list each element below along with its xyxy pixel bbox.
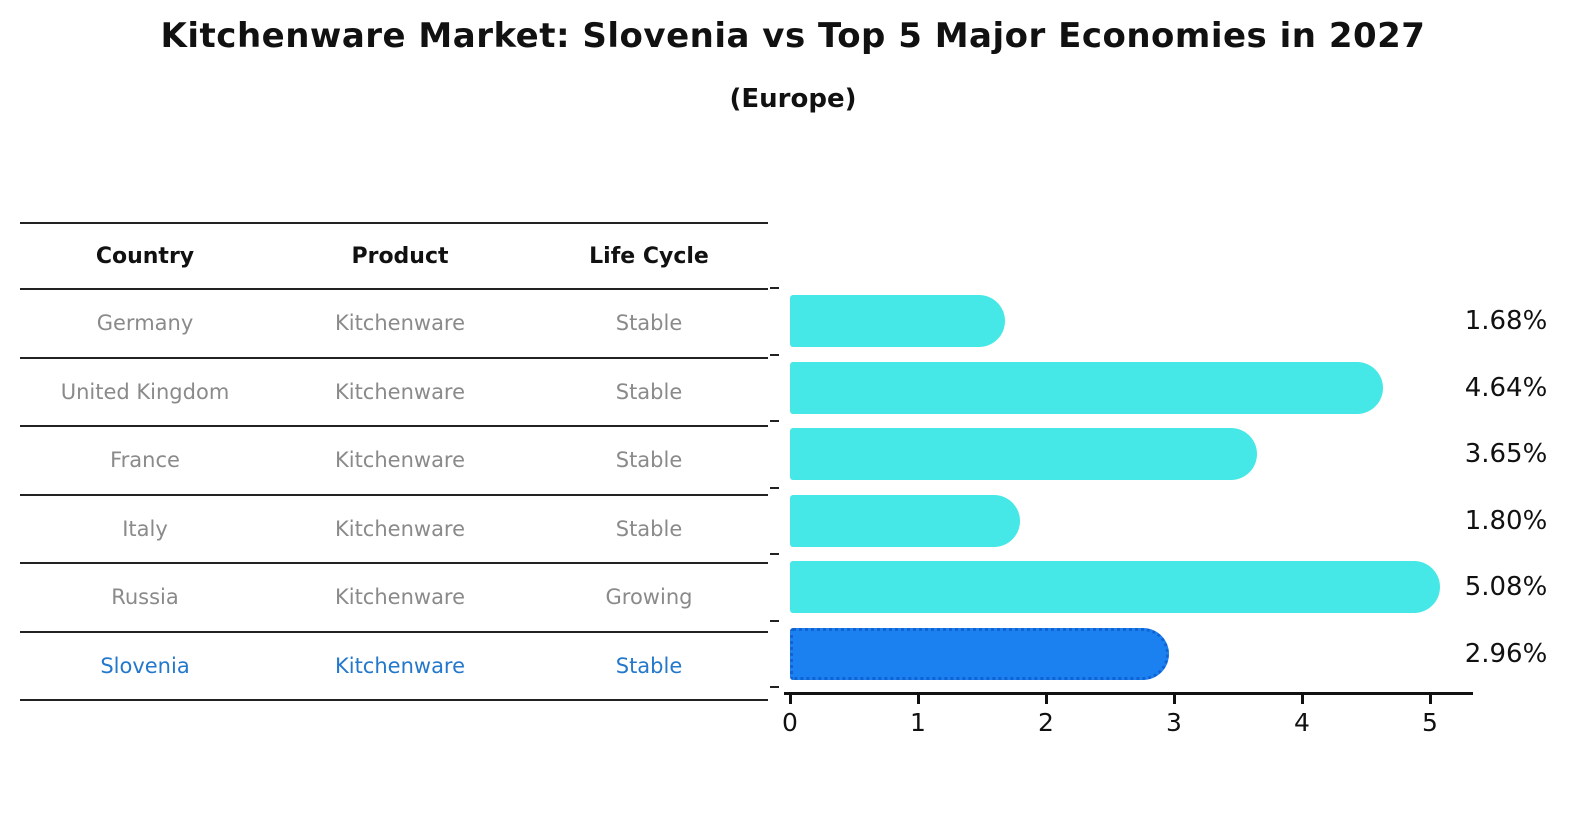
bar-row (790, 421, 1473, 488)
bar (790, 561, 1440, 614)
cell-product: Kitchenware (334, 516, 466, 541)
cell-product: Kitchenware (334, 311, 466, 336)
table-header-life-cycle: Life Cycle (589, 243, 709, 269)
x-axis-ticks: 0 1 2 3 4 5 (782, 695, 1473, 745)
bar-row (790, 621, 1473, 688)
cell-life-cycle: Stable (615, 516, 683, 541)
cell-life-cycle: Stable (615, 653, 683, 678)
cell-country: Italy (122, 516, 168, 541)
cell-country: United Kingdom (60, 379, 230, 404)
cell-product: Kitchenware (334, 653, 466, 678)
cell-life-cycle: Stable (615, 311, 683, 336)
cell-country: Russia (111, 585, 179, 610)
table-row: United Kingdom Kitchenware Stable (20, 359, 768, 427)
table-header-product: Product (351, 243, 449, 269)
tick-mark (1172, 695, 1176, 704)
table-row: Germany Kitchenware Stable (20, 290, 768, 359)
bar-row (790, 355, 1473, 422)
value-labels: 1.68% 4.64% 3.65% 1.80% 5.08% 2.96% (1450, 288, 1562, 687)
tick-label: 3 (1166, 708, 1182, 737)
bars-area (790, 288, 1473, 687)
table-header-row: Country Product Life Cycle (20, 222, 768, 290)
y-axis-tick-mark (770, 486, 779, 489)
bar (790, 494, 1021, 547)
table-row: Italy Kitchenware Stable (20, 496, 768, 564)
cell-life-cycle: Stable (615, 448, 683, 473)
tick-mark (1300, 695, 1304, 704)
y-axis-tick-mark (770, 553, 779, 555)
bar-value-label: 1.68% (1464, 306, 1548, 336)
tick-label: 0 (782, 708, 798, 737)
bar-row (790, 288, 1473, 355)
bar-value-label: 2.96% (1464, 638, 1548, 669)
bar-value-label: 3.65% (1464, 439, 1548, 469)
bar (790, 627, 1169, 680)
tick-mark (1428, 695, 1432, 704)
tick-mark (1044, 695, 1048, 704)
tick-label: 2 (1038, 708, 1054, 737)
bar (790, 361, 1384, 414)
bar (790, 295, 1005, 348)
y-axis-tick-mark (770, 686, 779, 688)
tick-mark (916, 695, 920, 704)
table-row: Russia Kitchenware Growing (20, 564, 768, 633)
table-row: France Kitchenware Stable (20, 427, 768, 496)
tick-label: 1 (910, 708, 926, 737)
chart-title: Kitchenware Market: Slovenia vs Top 5 Ma… (160, 16, 1426, 56)
y-axis-tick-mark (770, 353, 779, 356)
y-axis-ticks (770, 287, 779, 689)
cell-country: France (110, 448, 180, 473)
bar-value-label: 5.08% (1464, 572, 1548, 602)
bar-value-label: 1.80% (1464, 505, 1548, 536)
cell-life-cycle: Growing (605, 585, 693, 610)
tick-mark (788, 695, 792, 704)
bar-row (790, 488, 1473, 555)
table-row: Slovenia Kitchenware Stable (20, 633, 768, 701)
bar-value-label: 4.64% (1464, 372, 1548, 403)
data-table: Country Product Life Cycle Germany Kitch… (20, 222, 768, 701)
table-header-country: Country (95, 243, 195, 269)
cell-product: Kitchenware (334, 585, 466, 610)
cell-country: Slovenia (100, 653, 190, 678)
cell-product: Kitchenware (334, 448, 466, 473)
tick-label: 4 (1294, 708, 1310, 737)
cell-product: Kitchenware (334, 379, 466, 404)
y-axis-tick-mark (770, 287, 779, 289)
table-body: Germany Kitchenware Stable United Kingdo… (20, 290, 768, 701)
y-axis-tick-mark (770, 619, 779, 622)
y-axis-tick-mark (770, 420, 779, 422)
tick-label: 5 (1422, 708, 1438, 737)
cell-life-cycle: Stable (615, 379, 683, 404)
bar (790, 428, 1257, 481)
cell-country: Germany (96, 311, 194, 336)
bar-row (790, 554, 1473, 621)
x-axis-line (784, 692, 1473, 695)
chart-subtitle: (Europe) (729, 84, 857, 114)
